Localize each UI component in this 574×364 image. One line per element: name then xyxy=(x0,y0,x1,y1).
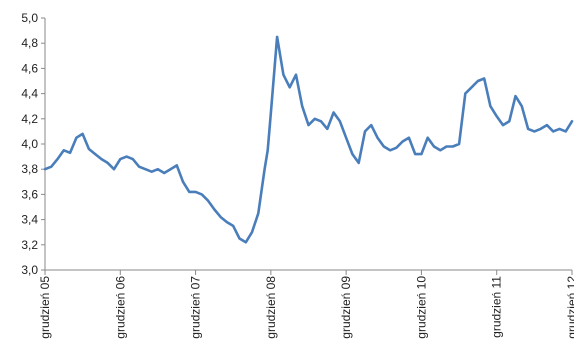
y-tick-label: 4,6 xyxy=(21,61,38,75)
x-tick-label: grudzień 08 xyxy=(264,276,278,339)
y-tick-label: 5,0 xyxy=(21,11,38,25)
x-tick-label: grudzień 12 xyxy=(565,276,574,339)
y-tick-label: 4,2 xyxy=(21,112,38,126)
x-tick-label: grudzień 11 xyxy=(490,276,504,338)
y-tick-label: 3,2 xyxy=(21,238,38,252)
x-tick-label: grudzień 07 xyxy=(189,276,203,339)
x-tick-label: grudzień 06 xyxy=(113,276,127,339)
series-group xyxy=(43,35,574,244)
x-tick-labels: grudzień 05 grudzień 06 grudzień 07 grudzie… xyxy=(38,270,574,339)
y-tick-label: 3,8 xyxy=(21,162,38,176)
y-tick-labels: 3,0 3,2 3,4 3,6 3,8 4,0 4,2 4,4 4,6 4,8 5,0 xyxy=(21,11,45,277)
x-tick-label: grudzień 09 xyxy=(339,276,353,339)
x-tick-label: grudzień 10 xyxy=(414,276,428,339)
y-tick-label: 3,0 xyxy=(21,263,38,277)
y-tick-label: 4,0 xyxy=(21,137,38,151)
y-tick-label: 4,8 xyxy=(21,36,38,50)
y-tick-label: 3,6 xyxy=(21,187,38,201)
y-tick-label: 3,4 xyxy=(21,213,38,227)
y-tick-label: 4,4 xyxy=(21,87,38,101)
x-tick-label: grudzień 05 xyxy=(38,276,52,339)
series-line xyxy=(43,35,574,244)
